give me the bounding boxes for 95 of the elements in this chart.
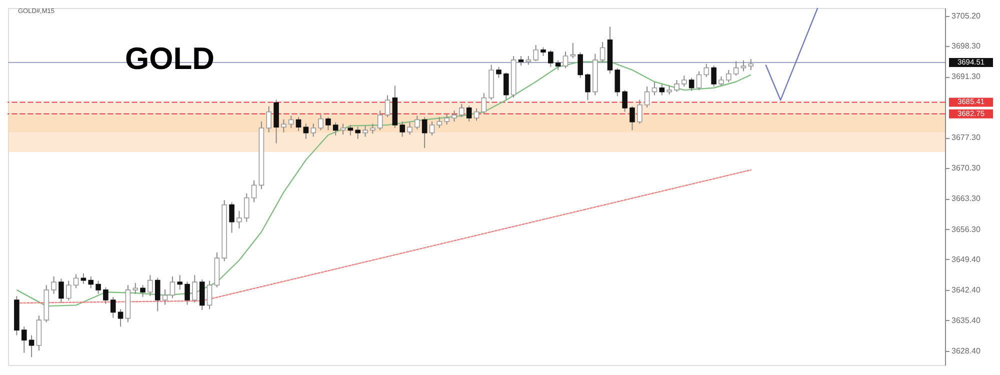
candlestick <box>674 80 680 92</box>
text: GOLD <box>125 41 215 76</box>
candlestick <box>162 289 168 306</box>
candlestick <box>51 276 56 294</box>
y-tick-label: 3691.30 <box>952 72 981 82</box>
candlestick <box>459 104 464 118</box>
candlestick <box>682 75 687 88</box>
candlestick <box>504 72 509 100</box>
candlestick <box>614 68 620 97</box>
candlestick <box>444 113 450 126</box>
candlestick <box>132 282 138 294</box>
candlestick <box>251 180 257 203</box>
candlestick <box>726 69 732 83</box>
candlestick <box>637 99 642 124</box>
candlestick <box>192 274 198 304</box>
candlestick <box>377 110 383 131</box>
candlestick <box>622 90 628 112</box>
candlestick <box>407 122 412 136</box>
candlestick <box>718 76 724 86</box>
candlestick <box>73 274 79 289</box>
candlestick <box>585 72 590 101</box>
candlestick <box>630 106 635 131</box>
candlestick <box>740 60 746 72</box>
candlestick <box>296 116 302 132</box>
candlestick <box>362 125 368 138</box>
candlestick <box>318 114 324 131</box>
candlestick <box>688 77 694 92</box>
y-tick-label: 3698.30 <box>952 41 981 50</box>
y-tick-label: 3628.40 <box>952 346 981 356</box>
candlestick <box>570 42 576 59</box>
candlestick <box>518 56 524 66</box>
candlestick <box>422 116 428 149</box>
candlestick <box>600 42 606 64</box>
candlestick <box>644 86 650 108</box>
candlestick <box>229 202 234 234</box>
candlestick <box>496 66 502 78</box>
candlestick <box>384 94 390 118</box>
candlestick <box>696 70 702 91</box>
y-tick-label: 3656.30 <box>952 224 981 234</box>
candlestick <box>414 115 420 130</box>
candlestick <box>748 58 754 70</box>
candlestick <box>429 120 435 136</box>
candlestick <box>436 116 442 129</box>
y-tick-label: 3705.20 <box>952 11 981 20</box>
candlestick <box>140 284 146 298</box>
candlestick <box>154 277 160 312</box>
candlestick <box>184 281 190 306</box>
candlestick <box>533 44 538 62</box>
candlestick <box>303 123 309 140</box>
candlestick <box>355 126 360 140</box>
candlestick <box>281 118 286 133</box>
candlestick <box>58 278 64 304</box>
candlestick <box>66 280 72 301</box>
y-tick-label: 3663.30 <box>952 194 981 204</box>
y-tick-label: 3649.40 <box>952 254 981 264</box>
candlestick <box>332 122 338 136</box>
candlestick <box>170 276 176 299</box>
candlestick <box>28 334 34 358</box>
candlestick <box>118 308 124 328</box>
candlestick <box>555 60 561 70</box>
candlestick <box>733 60 739 76</box>
candlestick <box>148 274 153 297</box>
y-tick-label: 3670.30 <box>952 164 981 173</box>
candlestick <box>578 52 583 78</box>
candlestick <box>652 82 658 96</box>
y-tick-label: 3677.30 <box>952 133 981 142</box>
candlestick <box>370 123 376 134</box>
candlestick <box>310 123 316 138</box>
candlestick <box>21 326 27 354</box>
y-tick-label: 3635.40 <box>952 316 981 325</box>
candlestick <box>288 115 294 129</box>
y-tick-label: 3642.40 <box>952 285 981 294</box>
candlestick <box>96 280 101 294</box>
candlestick <box>244 192 250 222</box>
candlestick <box>326 116 331 131</box>
candlestick <box>548 50 554 68</box>
candlestick <box>103 286 108 304</box>
candlestick <box>88 276 94 289</box>
candlestick <box>481 92 487 114</box>
candlestick <box>199 278 205 311</box>
candlestick <box>452 110 457 122</box>
candlestick <box>711 65 716 88</box>
candlestick <box>562 51 568 69</box>
candlestick <box>266 106 272 133</box>
candlestick <box>400 120 405 138</box>
candlestick <box>206 280 212 310</box>
candlestick <box>659 84 665 96</box>
candlestick <box>474 108 480 122</box>
candlestick <box>348 124 354 136</box>
candlestick <box>236 210 242 229</box>
candlestick <box>177 274 183 290</box>
candlestick <box>466 105 472 122</box>
candlestick <box>704 63 710 78</box>
candlestick <box>340 123 346 136</box>
candlestick <box>110 296 116 318</box>
